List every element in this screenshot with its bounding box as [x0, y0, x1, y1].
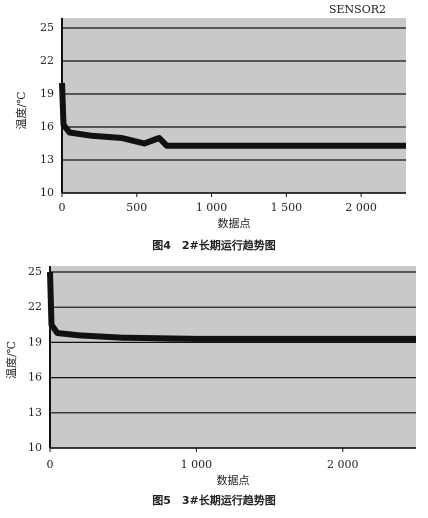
y-tick-label: 19: [40, 87, 54, 100]
y-axis-label: 温度/℃: [14, 91, 28, 129]
y-tick-label: 16: [28, 371, 42, 384]
data-line: [59, 82, 406, 149]
y-tick-label: 19: [28, 335, 42, 348]
y-tick-label: 10: [28, 441, 42, 454]
y-tick-label: 22: [28, 300, 42, 313]
x-axis-label: 数据点: [217, 473, 250, 487]
x-axis-label: 数据点: [218, 216, 251, 230]
plot-area: [50, 266, 416, 448]
caption: 图5 3#长期运行趋势图: [152, 493, 276, 507]
x-tick-label: 1 000: [196, 201, 228, 214]
y-tick-label: 25: [28, 265, 42, 278]
y-tick-label: 13: [40, 153, 54, 166]
x-tick-label: 2 000: [327, 458, 359, 471]
x-tick-label: 1 500: [271, 201, 303, 214]
x-tick-label: 500: [126, 201, 147, 214]
y-tick-label: 16: [40, 120, 54, 133]
y-tick-label: 13: [28, 406, 42, 419]
plot-area: [62, 18, 406, 193]
x-tick-label: 2 000: [345, 201, 377, 214]
x-tick-label: 0: [47, 458, 54, 471]
y-tick-label: 10: [40, 186, 54, 199]
y-tick-label: 22: [40, 54, 54, 67]
x-tick-label: 0: [59, 201, 66, 214]
y-tick-label: 25: [40, 21, 54, 34]
chart-title: SENSOR2: [329, 3, 386, 16]
y-axis-label: 温度/℃: [4, 341, 18, 379]
x-tick-label: 1 000: [181, 458, 213, 471]
data-line: [47, 271, 416, 342]
caption: 图4 2#长期运行趋势图: [152, 238, 276, 252]
